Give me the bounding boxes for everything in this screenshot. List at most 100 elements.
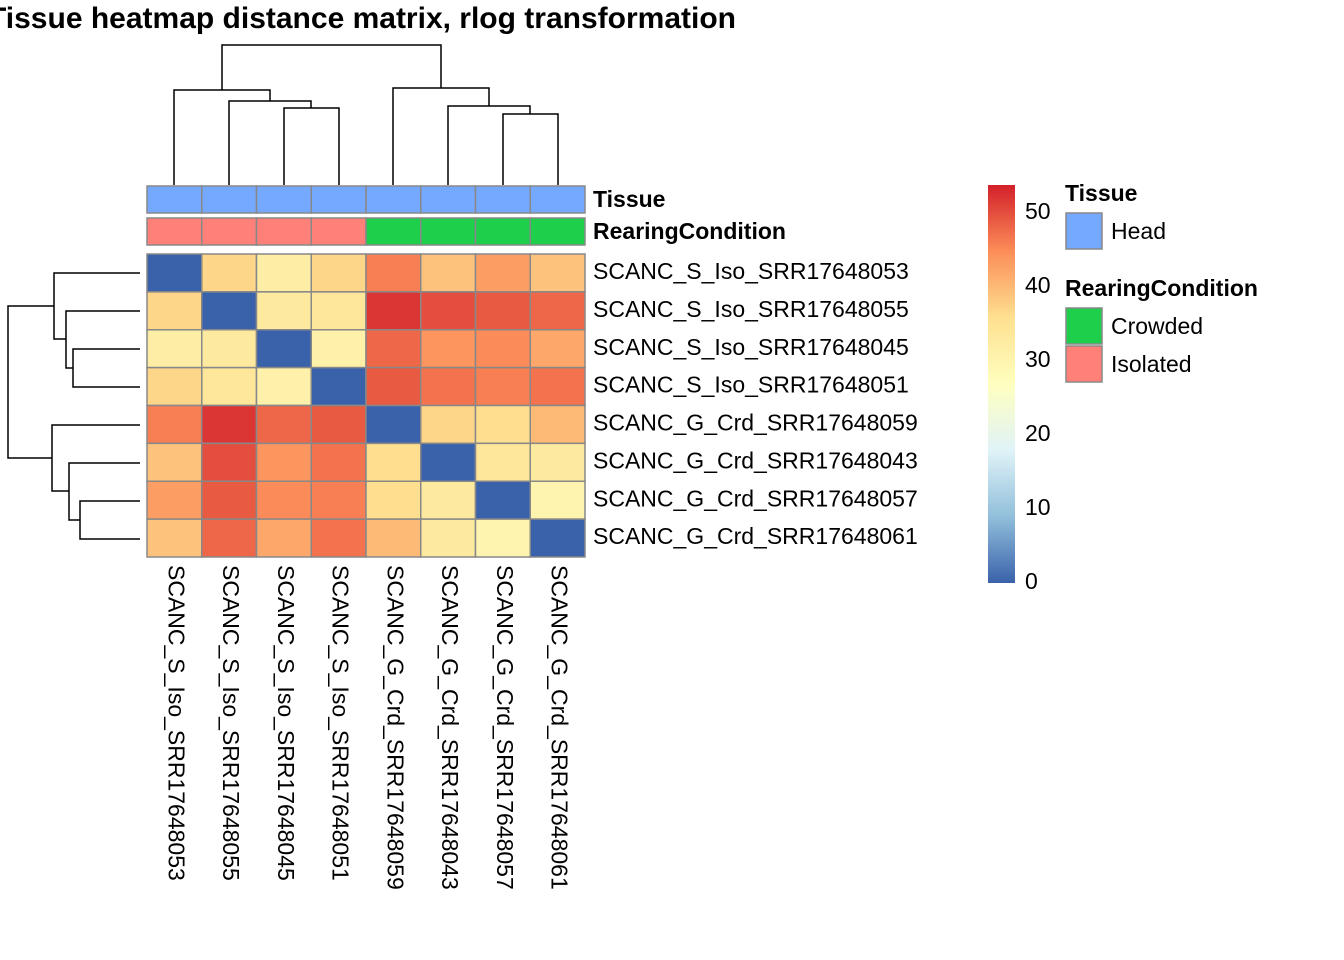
annotation-cell: [474, 217, 531, 246]
heatmap-cell: [146, 442, 203, 482]
heatmap-cell: [310, 253, 367, 293]
heatmap-cell: [365, 253, 422, 293]
annotation-cell: [529, 185, 586, 214]
column-label: SCANC_G_Crd_SRR17648057: [492, 565, 518, 890]
heatmap-cell: [146, 404, 203, 445]
heatmap-cell: [310, 366, 367, 407]
row-dendrogram: [7, 272, 140, 540]
row-label: SCANC_S_Iso_SRR17648055: [593, 296, 909, 322]
colorbar-tick-label: 40: [1025, 272, 1051, 298]
heatmap-cell: [146, 253, 203, 293]
heatmap-cell: [529, 518, 586, 558]
heatmap-cell: [529, 291, 586, 331]
heatmap-cell: [420, 253, 477, 293]
chart-title: Tissue heatmap distance matrix, rlog tra…: [0, 2, 736, 35]
heatmap-cell: [310, 442, 367, 482]
row-label: SCANC_S_Iso_SRR17648051: [593, 372, 909, 398]
colorbar-tick-label: 50: [1025, 198, 1051, 224]
heatmap-cell: [420, 480, 477, 520]
row-label: SCANC_G_Crd_SRR17648061: [593, 523, 918, 549]
heatmap-cell: [201, 442, 258, 482]
column-label: SCANC_S_Iso_SRR17648053: [163, 565, 189, 881]
heatmap-cell: [474, 480, 531, 520]
column-label: SCANC_G_Crd_SRR17648059: [382, 565, 408, 890]
heatmap-cell: [255, 404, 312, 445]
heatmap-cell: [201, 404, 258, 445]
annotation-cell: [201, 217, 258, 246]
row-label: SCANC_S_Iso_SRR17648045: [593, 334, 909, 360]
heatmap-cell: [255, 329, 312, 369]
annotation-label: Tissue: [593, 186, 665, 212]
heatmap-cell: [365, 518, 422, 558]
colorbar-tick-label: 0: [1025, 568, 1038, 594]
heatmap-cell: [201, 518, 258, 558]
heatmap-cell: [201, 480, 258, 520]
annotation-cell: [365, 217, 422, 246]
heatmap-cell: [201, 291, 258, 331]
annotation-cell: [365, 185, 422, 214]
heatmap-cell: [310, 404, 367, 445]
heatmap-cell: [255, 253, 312, 293]
annotation-cell: [420, 185, 477, 214]
heatmap-cell: [474, 404, 531, 445]
legend-swatch: [1065, 307, 1103, 345]
heatmap-cell: [420, 291, 477, 331]
heatmap-cell: [365, 366, 422, 407]
heatmap-cell: [474, 329, 531, 369]
heatmap-cell: [255, 518, 312, 558]
heatmap-cell: [365, 404, 422, 445]
heatmap-cell: [310, 329, 367, 369]
annotation-cell: [255, 185, 312, 214]
heatmap-cell: [201, 253, 258, 293]
annotation-cell: [201, 185, 258, 214]
heatmap-cell: [529, 329, 586, 369]
heatmap-cell: [420, 404, 477, 445]
annotation-cell: [146, 217, 203, 246]
heatmap-cell: [529, 480, 586, 520]
heatmap-cell: [146, 518, 203, 558]
heatmap-cell: [474, 518, 531, 558]
annotation-cell: [310, 217, 367, 246]
column-label: SCANC_S_Iso_SRR17648051: [328, 565, 354, 881]
column-label: SCANC_S_Iso_SRR17648045: [273, 565, 299, 881]
row-label: SCANC_G_Crd_SRR17648057: [593, 485, 918, 511]
row-label: SCANC_G_Crd_SRR17648059: [593, 410, 918, 436]
annotation-cell: [255, 217, 312, 246]
column-dendrogram: [173, 44, 559, 185]
heatmap-cell: [474, 291, 531, 331]
heatmap-cell: [310, 518, 367, 558]
heatmap-cell: [529, 366, 586, 407]
heatmap-cell: [310, 291, 367, 331]
heatmap-cell: [255, 366, 312, 407]
colorbar-tick-label: 20: [1025, 420, 1051, 446]
heatmap-cell: [255, 480, 312, 520]
legend-swatch: [1065, 212, 1103, 250]
heatmap-cell: [474, 253, 531, 293]
row-label: SCANC_G_Crd_SRR17648043: [593, 447, 918, 473]
heatmap-cell: [420, 518, 477, 558]
column-label: SCANC_S_Iso_SRR17648055: [218, 565, 244, 881]
heatmap-cell: [201, 366, 258, 407]
legend-title: Tissue: [1065, 180, 1137, 206]
legend-label: Head: [1111, 218, 1166, 244]
annotation-cell: [310, 185, 367, 214]
legend-title: RearingCondition: [1065, 275, 1258, 301]
colorbar-tick-label: 30: [1025, 346, 1051, 372]
heatmap-cell: [420, 329, 477, 369]
heatmap-cell: [255, 291, 312, 331]
heatmap-cell: [365, 442, 422, 482]
heatmap-cell: [365, 329, 422, 369]
heatmap-cell: [529, 404, 586, 445]
heatmap-cell: [474, 366, 531, 407]
legend-swatch: [1065, 345, 1103, 383]
heatmap-cell: [529, 253, 586, 293]
heatmap-cell: [365, 480, 422, 520]
heatmap-cell: [146, 291, 203, 331]
colorbar-tick-label: 10: [1025, 494, 1051, 520]
heatmap-cell: [146, 329, 203, 369]
heatmap-cell: [310, 480, 367, 520]
heatmap-cell: [420, 366, 477, 407]
annotation-cell: [420, 217, 477, 246]
heatmap-cell: [365, 291, 422, 331]
